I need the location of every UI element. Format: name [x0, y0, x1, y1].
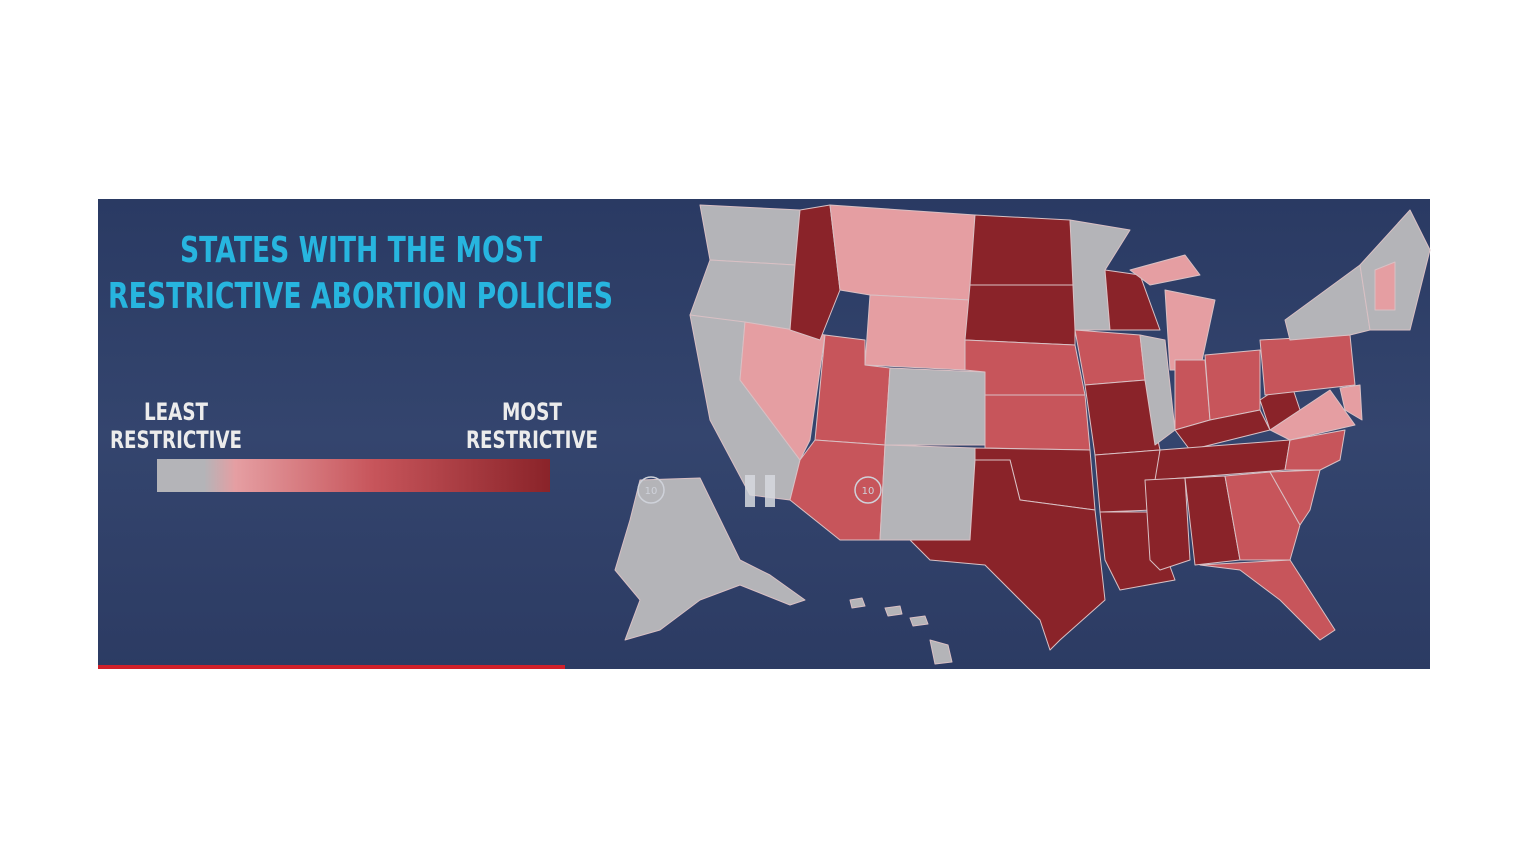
title-line: STATES WITH THE MOST — [180, 230, 542, 271]
pause-button[interactable] — [745, 475, 775, 507]
legend-label: MOST — [502, 398, 562, 426]
forward-label: 10 — [862, 486, 875, 497]
us-map — [614, 204, 1431, 665]
legend-label: RESTRICTIVE — [466, 426, 598, 454]
progress-bar[interactable] — [98, 665, 565, 669]
forward-button[interactable]: 10 — [854, 476, 882, 504]
legend-scale — [157, 459, 550, 492]
rewind-button[interactable]: 10 — [637, 476, 665, 504]
title-line: RESTRICTIVE ABORTION POLICIES — [108, 276, 613, 317]
rewind-label: 10 — [645, 486, 658, 497]
legend-label: RESTRICTIVE — [110, 426, 242, 454]
legend-label: LEAST — [144, 398, 208, 426]
